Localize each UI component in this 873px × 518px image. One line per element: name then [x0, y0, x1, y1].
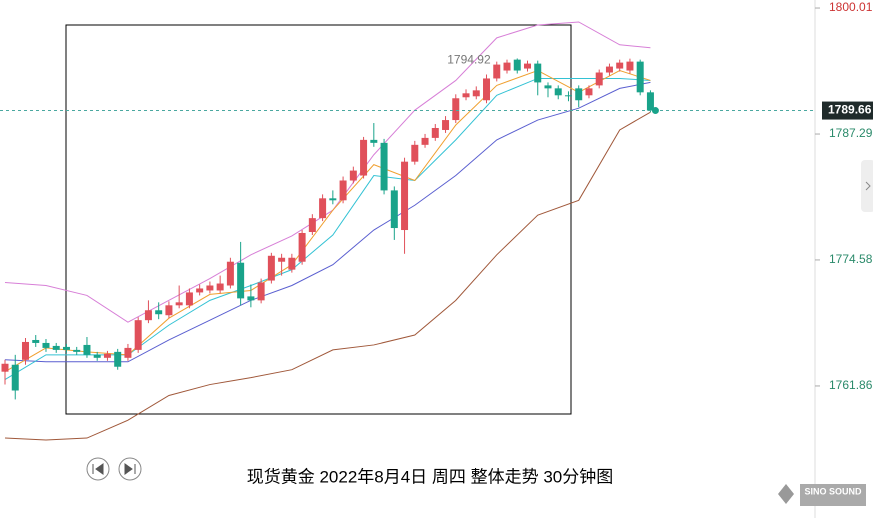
candle-body	[83, 344, 91, 355]
candle-body	[370, 139, 378, 143]
candle-body	[585, 88, 593, 96]
candle-body	[616, 62, 624, 69]
candle-body	[73, 349, 81, 352]
candle-body	[216, 283, 224, 291]
candle-body	[308, 218, 316, 233]
highlight-box	[65, 24, 572, 415]
chart-title: 现货黄金 2022年8月4日 周四 整体走势 30分钟图	[247, 467, 614, 486]
candle-body	[462, 93, 470, 98]
candle-body	[626, 61, 634, 71]
candle-body	[595, 72, 603, 86]
candle-body	[278, 257, 286, 262]
candle-body	[605, 66, 613, 73]
candle-body	[134, 320, 142, 350]
candle-body	[534, 63, 542, 83]
candle-body	[196, 288, 204, 293]
candle-body	[380, 142, 388, 191]
candle-body	[237, 262, 245, 299]
last-price-dot	[651, 107, 659, 115]
candle-body	[185, 292, 193, 306]
candle-body	[11, 364, 19, 391]
prev-button[interactable]	[86, 457, 110, 481]
candle-body	[93, 354, 101, 358]
candle-body	[554, 88, 562, 96]
candle-body	[155, 310, 163, 315]
candle-body	[431, 127, 439, 138]
candle-body	[360, 139, 368, 176]
candle-body	[206, 285, 214, 291]
last-price-box	[822, 101, 873, 120]
candle-body	[575, 88, 583, 101]
candle-body	[503, 62, 511, 71]
candle-body	[165, 305, 173, 316]
candle-body	[390, 190, 398, 229]
candle-body	[1, 363, 9, 372]
candle-body	[175, 302, 183, 306]
candle-body	[452, 98, 460, 121]
candle-body	[42, 342, 50, 348]
candle-body	[103, 353, 111, 358]
candle-body	[329, 198, 337, 201]
next-button[interactable]	[118, 457, 142, 481]
candle-body	[513, 59, 521, 71]
side-toggle[interactable]	[861, 160, 873, 212]
candle-body	[523, 63, 531, 69]
candle-body	[472, 90, 480, 97]
indicator-line	[4, 111, 651, 441]
candle-body	[493, 64, 501, 79]
last-price-label: 1789.66	[828, 103, 872, 117]
candle-body	[124, 347, 132, 358]
candle-body	[267, 255, 275, 281]
max-annotation: 1794.92	[447, 53, 491, 67]
y-tick-label: 1800.01	[829, 0, 873, 14]
candle-body	[21, 341, 29, 360]
candle-body	[564, 95, 572, 97]
candle-body	[646, 92, 654, 111]
candle-body	[114, 351, 122, 367]
candle-body	[442, 120, 450, 130]
y-tick-label: 1774.58	[829, 252, 873, 266]
candle-body	[349, 170, 357, 181]
candle-body	[483, 78, 491, 101]
candle-body	[636, 61, 644, 93]
candle-body	[401, 161, 409, 231]
y-tick-label: 1761.86	[829, 378, 873, 392]
candle-body	[247, 296, 255, 301]
candle-body	[339, 180, 347, 201]
candle-body	[32, 339, 40, 343]
candle-body	[62, 346, 70, 350]
candle-body	[226, 261, 234, 286]
candle-body	[257, 282, 265, 301]
candle-body	[411, 144, 419, 162]
candle-body	[544, 85, 552, 89]
y-tick-label: 1787.29	[829, 126, 873, 140]
candle-body	[421, 137, 429, 145]
logo: SINO SOUND	[778, 484, 866, 506]
candle-body	[52, 345, 60, 350]
candle-body	[298, 232, 306, 262]
candle-body	[319, 198, 327, 219]
candle-body	[288, 257, 296, 270]
logo-text: SINO SOUND	[804, 486, 862, 496]
candle-body	[144, 310, 152, 321]
